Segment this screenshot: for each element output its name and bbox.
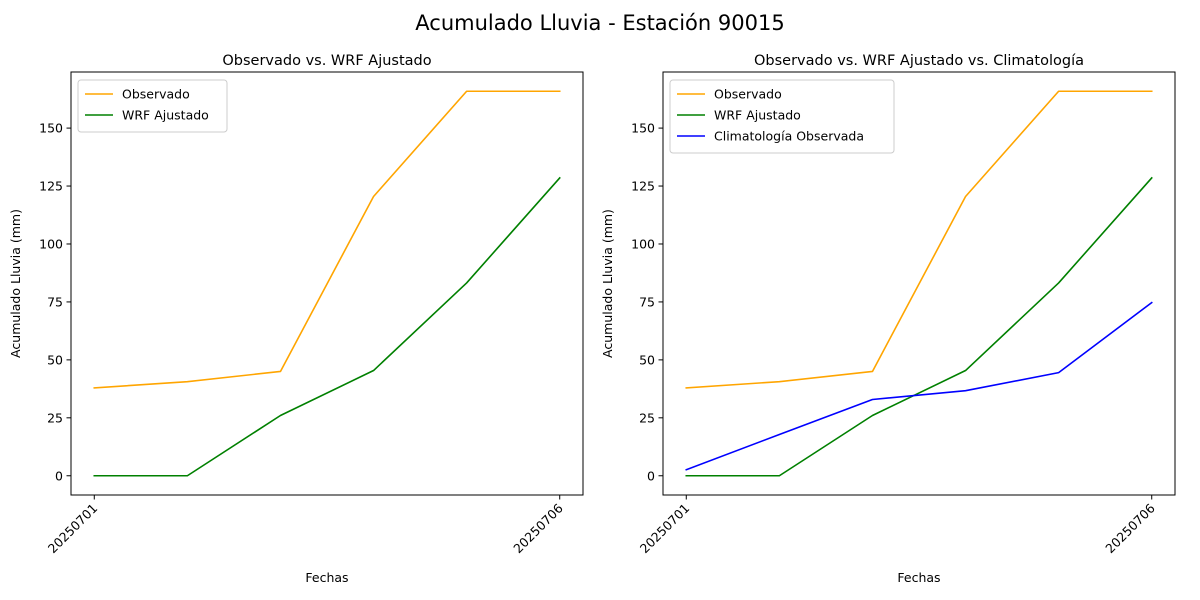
- series-line-wrf-ajustado: [93, 176, 561, 477]
- y-tick-label: 0: [55, 468, 63, 483]
- legend: Observado WRF Ajustado Climatología Observ…: [669, 79, 895, 154]
- y-tick-label: 50: [47, 352, 63, 367]
- legend-label: Observado: [714, 87, 782, 102]
- y-axis-label: Acumulado Lluvia (mm): [8, 209, 23, 358]
- legend-box: [77, 79, 228, 133]
- y-tick-label: 125: [631, 179, 655, 194]
- legend-label: WRF Ajustado: [714, 108, 801, 123]
- chart-title-right: Observado vs. WRF Ajustado vs. Climatolo…: [754, 53, 1084, 69]
- y-axis-label: Acumulado Lluvia (mm): [600, 209, 615, 358]
- y-tick-label: 25: [639, 410, 655, 425]
- y-tick-label: 25: [47, 410, 63, 425]
- series-line-observado: [93, 90, 561, 389]
- legend-label: WRF Ajustado: [122, 108, 209, 123]
- y-tick-label: 150: [39, 121, 63, 136]
- y-tick-label: 100: [631, 236, 655, 251]
- x-axis-label: Fechas: [897, 570, 940, 585]
- legend-label: Climatología Observada: [714, 129, 864, 144]
- y-tick-label: 125: [39, 179, 63, 194]
- series-line-climatolog-a-observada: [685, 301, 1153, 471]
- axes-frame: [70, 71, 584, 496]
- legend-label: Observado: [122, 87, 190, 102]
- figure-suptitle: Acumulado Lluvia - Estación 90015: [415, 11, 784, 35]
- y-tick-label: 75: [47, 294, 63, 309]
- legend-box: [669, 79, 895, 154]
- series-line-observado: [685, 90, 1153, 389]
- axes-frame: [662, 71, 1176, 496]
- y-tick-label: 150: [631, 121, 655, 136]
- y-tick-label: 100: [39, 236, 63, 251]
- x-axis-label: Fechas: [305, 570, 348, 585]
- y-tick-label: 0: [647, 468, 655, 483]
- chart-title-left: Observado vs. WRF Ajustado: [222, 53, 431, 69]
- legend: Observado WRF Ajustado: [77, 79, 228, 133]
- y-tick-label: 50: [639, 352, 655, 367]
- series-line-wrf-ajustado: [685, 176, 1153, 477]
- y-tick-label: 75: [639, 294, 655, 309]
